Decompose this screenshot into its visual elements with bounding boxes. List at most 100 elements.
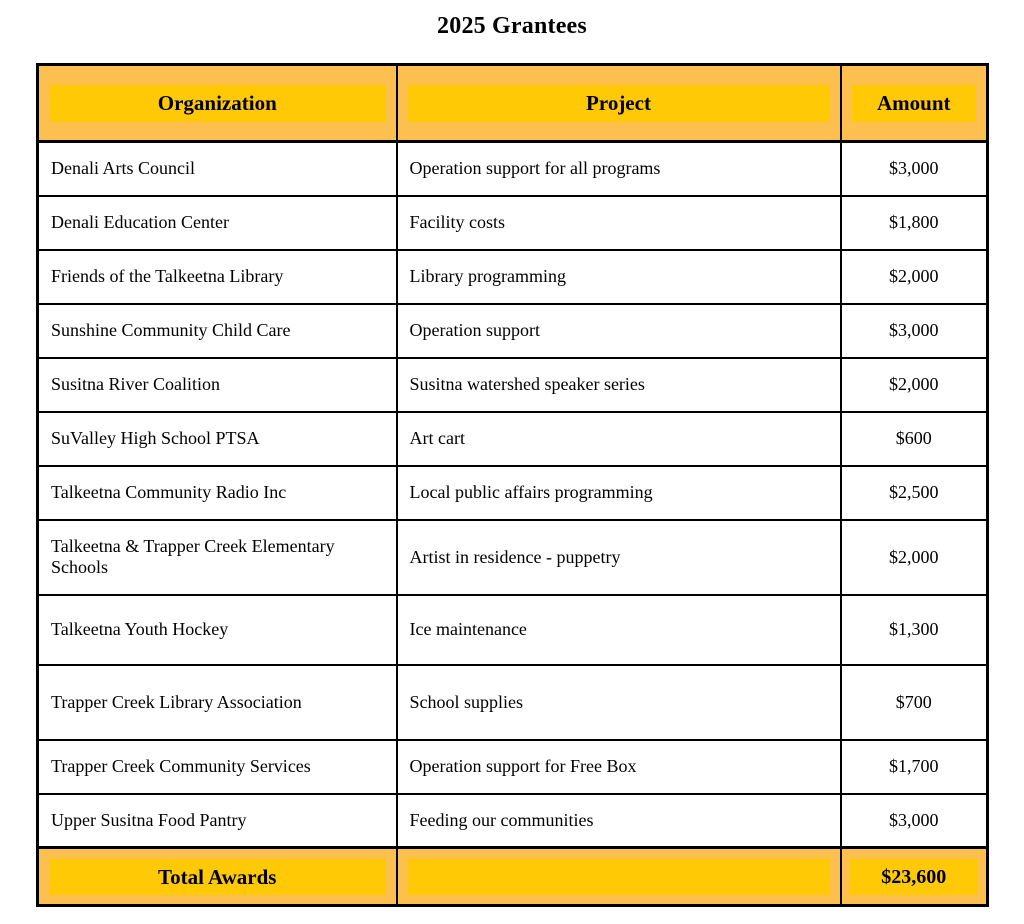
organization-text: Trapper Creek Library Association	[51, 691, 302, 712]
total-empty-band	[407, 858, 830, 895]
table-row: SuValley High School PTSA Art cart $600	[36, 410, 989, 467]
project-cell: Library programming	[395, 248, 842, 305]
organization-text: Susitna River Coalition	[51, 374, 220, 394]
organization-cell: Denali Arts Council	[36, 140, 398, 197]
table-row: Sunshine Community Child Care Operation …	[36, 302, 989, 359]
col-header-organization: Organization	[36, 63, 398, 143]
organization-cell: Susitna River Coalition	[36, 356, 398, 413]
total-label: Total Awards	[49, 858, 386, 895]
organization-cell: Trapper Creek Community Services	[36, 738, 398, 795]
grantees-table: Organization Project Amount Denali Arts …	[36, 63, 989, 907]
project-text: Operation support	[409, 320, 540, 340]
project-text: Local public affairs programming	[409, 482, 653, 502]
organization-text: Sunshine Community Child Care	[51, 320, 291, 340]
total-empty-cell	[395, 846, 842, 907]
project-cell: School supplies	[395, 663, 842, 741]
organization-text: Talkeetna Youth Hockey	[51, 619, 229, 639]
project-text: Operation support for all programs	[409, 158, 661, 179]
total-row: Total Awards $23,600	[36, 846, 989, 907]
amount-cell: $1,300	[839, 593, 989, 666]
project-cell: Operation support for all programs	[395, 140, 842, 197]
organization-text: Trapper Creek Community Services	[51, 756, 311, 776]
table-row: Talkeetna Community Radio Inc Local publ…	[36, 464, 989, 521]
amount-cell: $2,000	[839, 248, 989, 305]
project-cell: Ice maintenance	[395, 593, 842, 666]
amount-cell: $2,000	[839, 356, 989, 413]
organization-cell: Talkeetna Youth Hockey	[36, 593, 398, 666]
amount-cell: $700	[839, 663, 989, 741]
organization-text: Upper Susitna Food Pantry	[51, 809, 247, 830]
amount-text: $1,800	[889, 212, 939, 232]
project-text: Facility costs	[409, 212, 506, 232]
amount-text: $1,700	[889, 756, 939, 776]
project-cell: Artist in residence - puppetry	[395, 518, 842, 596]
project-text: Artist in residence - puppetry	[409, 546, 621, 567]
table-row: Denali Arts Council Operation support fo…	[36, 140, 989, 197]
project-cell: Facility costs	[395, 194, 842, 251]
table-row: Friends of the Talkeetna Library Library…	[36, 248, 989, 305]
organization-cell: SuValley High School PTSA	[36, 410, 398, 467]
project-cell: Susitna watershed speaker series	[395, 356, 842, 413]
amount-text: $3,000	[889, 320, 939, 340]
table-row: Trapper Creek Community Services Operati…	[36, 738, 989, 795]
col-header-amount-label: Amount	[851, 84, 976, 122]
total-amount: $23,600	[849, 858, 978, 895]
header-row: Organization Project Amount	[36, 63, 989, 143]
amount-text: $3,000	[889, 158, 939, 179]
amount-text: $2,500	[889, 482, 939, 502]
amount-cell: $1,700	[839, 738, 989, 795]
project-cell: Local public affairs programming	[395, 464, 842, 521]
total-label-cell: Total Awards	[36, 846, 398, 907]
project-text: School supplies	[409, 691, 524, 712]
amount-text: $2,000	[889, 266, 939, 286]
organization-text: Denali Arts Council	[51, 158, 195, 179]
amount-text: $600	[895, 428, 932, 448]
organization-cell: Trapper Creek Library Association	[36, 663, 398, 741]
project-text: Feeding our communities	[409, 809, 594, 830]
project-cell: Feeding our communities	[395, 792, 842, 849]
total-amount-cell: $23,600	[839, 846, 989, 907]
amount-text: $1,300	[889, 619, 939, 639]
project-text: Ice maintenance	[409, 619, 527, 639]
table-row: Denali Education Center Facility costs $…	[36, 194, 989, 251]
amount-cell: $3,000	[839, 792, 989, 849]
table-row: Talkeetna & Trapper Creek Elementary Sch…	[36, 518, 989, 596]
page-title: 2025 Grantees	[437, 13, 587, 39]
col-header-organization-label: Organization	[49, 84, 386, 122]
table-row: Susitna River Coalition Susitna watershe…	[36, 356, 989, 413]
organization-cell: Talkeetna Community Radio Inc	[36, 464, 398, 521]
col-header-amount: Amount	[839, 63, 989, 143]
organization-cell: Sunshine Community Child Care	[36, 302, 398, 359]
organization-text: Talkeetna Community Radio Inc	[51, 482, 287, 502]
organization-cell: Denali Education Center	[36, 194, 398, 251]
project-cell: Operation support	[395, 302, 842, 359]
table-row: Upper Susitna Food Pantry Feeding our co…	[36, 792, 989, 849]
project-text: Library programming	[409, 266, 566, 286]
table-row: Trapper Creek Library Association School…	[36, 663, 989, 741]
table-row: Talkeetna Youth Hockey Ice maintenance $…	[36, 593, 989, 666]
amount-cell: $2,500	[839, 464, 989, 521]
amount-cell: $600	[839, 410, 989, 467]
organization-cell: Friends of the Talkeetna Library	[36, 248, 398, 305]
project-cell: Art cart	[395, 410, 842, 467]
amount-cell: $3,000	[839, 140, 989, 197]
amount-text: $3,000	[889, 809, 939, 830]
table-body: Denali Arts Council Operation support fo…	[36, 140, 989, 849]
amount-text: $2,000	[889, 374, 939, 394]
organization-text: Talkeetna & Trapper Creek Elementary Sch…	[51, 536, 335, 577]
project-text: Operation support for Free Box	[409, 756, 637, 776]
amount-cell: $2,000	[839, 518, 989, 596]
amount-cell: $1,800	[839, 194, 989, 251]
organization-text: Friends of the Talkeetna Library	[51, 266, 284, 286]
amount-text: $700	[895, 691, 932, 712]
organization-text: SuValley High School PTSA	[51, 428, 260, 448]
amount-cell: $3,000	[839, 302, 989, 359]
project-cell: Operation support for Free Box	[395, 738, 842, 795]
col-header-project: Project	[395, 63, 842, 143]
col-header-project-label: Project	[407, 84, 830, 122]
amount-text: $2,000	[889, 546, 939, 567]
organization-cell: Upper Susitna Food Pantry	[36, 792, 398, 849]
project-text: Susitna watershed speaker series	[409, 374, 645, 394]
organization-text: Denali Education Center	[51, 212, 229, 232]
project-text: Art cart	[409, 428, 465, 448]
